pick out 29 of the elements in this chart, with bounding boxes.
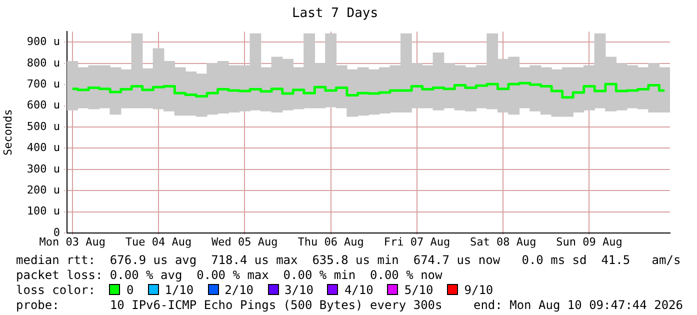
text: 9/10	[464, 283, 494, 297]
x-tick-label: Thu 06 Aug	[298, 235, 364, 248]
x-tick-label: Sat 08 Aug	[470, 235, 536, 248]
text: median rtt: 676.9 us avg 718.4 us max 635.8 us min 674.7 us now 0.0 ms sd 41.5 am/s	[16, 253, 681, 267]
y-tick-label: 200 u	[26, 183, 60, 196]
y-tick-label: 800 u	[26, 56, 60, 70]
y-tick-label: 500 u	[26, 120, 60, 133]
y-tick-label: 600 u	[26, 98, 60, 112]
x-tick-label: Fri 07 Aug	[384, 235, 450, 248]
chart-title: Last 7 Days	[292, 6, 378, 22]
text: end: Mon Aug 10 09:47:44 2026	[473, 298, 683, 312]
text: 5/10	[404, 283, 434, 297]
text: 1/10	[164, 283, 194, 297]
x-tick-label: Wed 05 Aug	[212, 235, 278, 248]
y-tick-label: 400 u	[26, 141, 60, 154]
text: loss color:	[16, 283, 96, 297]
text: probe: 10 IPv6-ICMP Echo Pings (500 Bytes) every 300s	[16, 298, 442, 312]
text: 2/10	[224, 283, 254, 297]
y-tick-label: 100 u	[26, 204, 60, 218]
y-axis-title: Seconds	[1, 109, 14, 156]
text: 4/10	[344, 283, 374, 297]
text: 3/10	[284, 283, 314, 297]
text: 0	[126, 283, 134, 297]
x-tick-label: Tue 04 Aug	[125, 235, 192, 248]
y-tick-label: 700 u	[26, 77, 60, 90]
text: packet loss: 0.00 % avg 0.00 % max 0.00 % min 0.00 % now	[16, 268, 442, 282]
y-tick-label: 900 u	[26, 35, 60, 48]
y-tick-label: 300 u	[26, 162, 60, 176]
x-tick-label: Sun 09 Aug	[556, 235, 622, 248]
